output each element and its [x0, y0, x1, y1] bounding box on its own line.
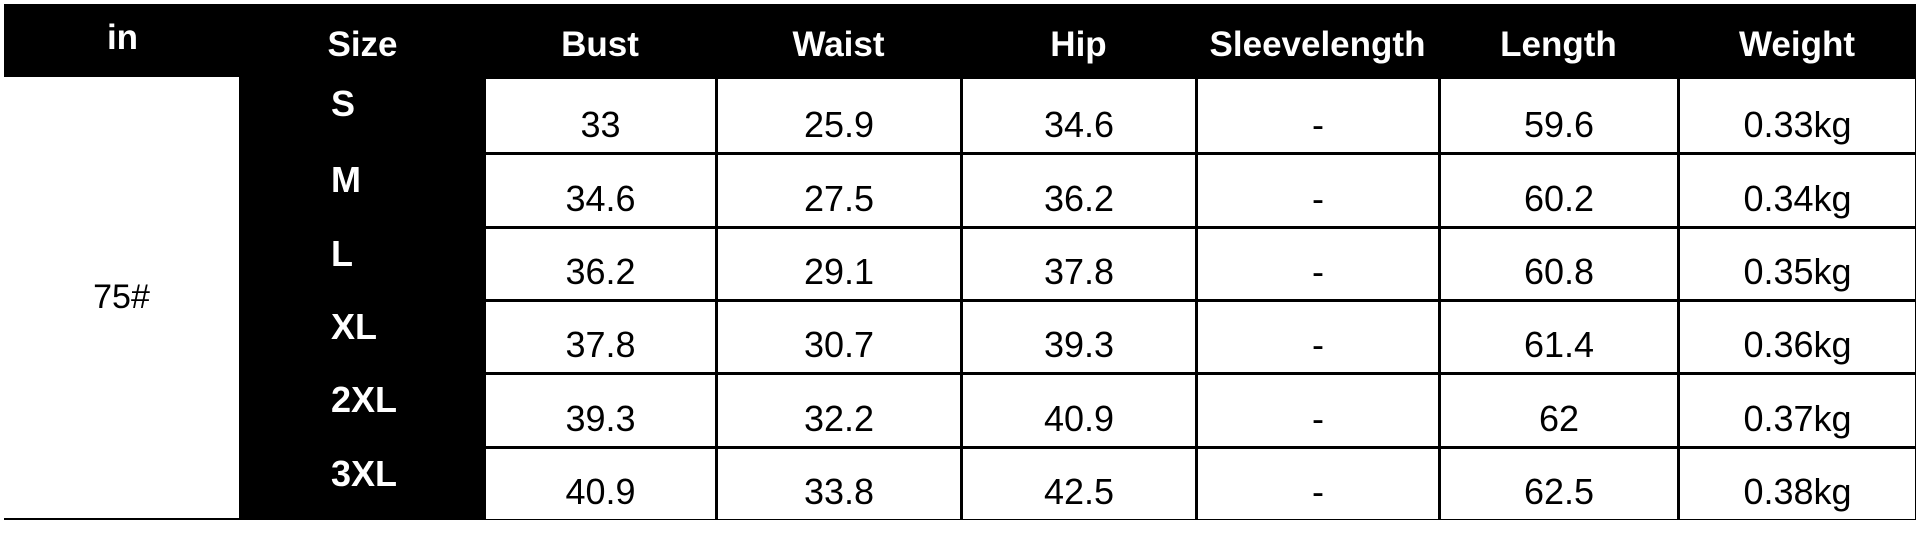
header-unit: in [106, 18, 139, 57]
cell-sleevelength: - [1198, 229, 1438, 299]
cell-sleevelength: - [1198, 302, 1438, 372]
cell-hip: 40.9 [963, 375, 1195, 446]
cell-sleevelength: - [1198, 155, 1438, 226]
cell-bust: 36.2 [486, 229, 715, 299]
cell-bust: 39.3 [486, 375, 715, 446]
cell-waist: 30.7 [718, 302, 960, 372]
cell-length: 60.8 [1441, 229, 1677, 299]
cell-bust: 40.9 [486, 449, 715, 519]
header-length: Length [1500, 25, 1617, 64]
size-label-l: L [331, 233, 353, 274]
cell-sleevelength: - [1198, 449, 1438, 519]
cell-hip: 36.2 [963, 155, 1195, 226]
cell-waist: 27.5 [718, 155, 960, 226]
cell-weight: 0.33kg [1680, 79, 1915, 152]
cell-bust: 33 [486, 79, 715, 152]
cell-weight: 0.37kg [1680, 375, 1915, 446]
cell-hip: 42.5 [963, 449, 1195, 519]
cell-bust: 37.8 [486, 302, 715, 372]
cell-bust: 34.6 [486, 155, 715, 226]
cell-weight: 0.34kg [1680, 155, 1915, 226]
cell-sleevelength: - [1198, 375, 1438, 446]
size-label-xl: XL [331, 306, 378, 347]
cell-length: 62 [1441, 375, 1677, 446]
cell-length: 62.5 [1441, 449, 1677, 519]
cell-weight: 0.36kg [1680, 302, 1915, 372]
header-size: Size [327, 25, 398, 64]
cell-waist: 33.8 [718, 449, 960, 519]
header-bust: Bust [561, 25, 639, 64]
header-hip: Hip [1050, 25, 1107, 64]
cell-hip: 34.6 [963, 79, 1195, 152]
size-label-2xl: 2XL [331, 379, 398, 420]
cell-waist: 29.1 [718, 229, 960, 299]
group-label-cell: 75# [4, 77, 239, 518]
cell-waist: 25.9 [718, 79, 960, 152]
header-waist: Waist [792, 25, 885, 64]
header-sleevelength: Sleevelength [1209, 25, 1426, 64]
size-label-m: M [331, 159, 361, 200]
cell-hip: 37.8 [963, 229, 1195, 299]
size-chart-table: in Size Bust Waist Hip Sleevelength Length Weig… [4, 4, 1916, 520]
cell-sleevelength: - [1198, 79, 1438, 152]
cell-length: 60.2 [1441, 155, 1677, 226]
cell-waist: 32.2 [718, 375, 960, 446]
size-label-s: S [331, 83, 356, 124]
cell-length: 61.4 [1441, 302, 1677, 372]
cell-weight: 0.35kg [1680, 229, 1915, 299]
header-weight: Weight [1738, 25, 1855, 64]
cell-length: 59.6 [1441, 79, 1677, 152]
cell-weight: 0.38kg [1680, 449, 1915, 519]
cell-hip: 39.3 [963, 302, 1195, 372]
size-label-3xl: 3XL [331, 453, 398, 494]
